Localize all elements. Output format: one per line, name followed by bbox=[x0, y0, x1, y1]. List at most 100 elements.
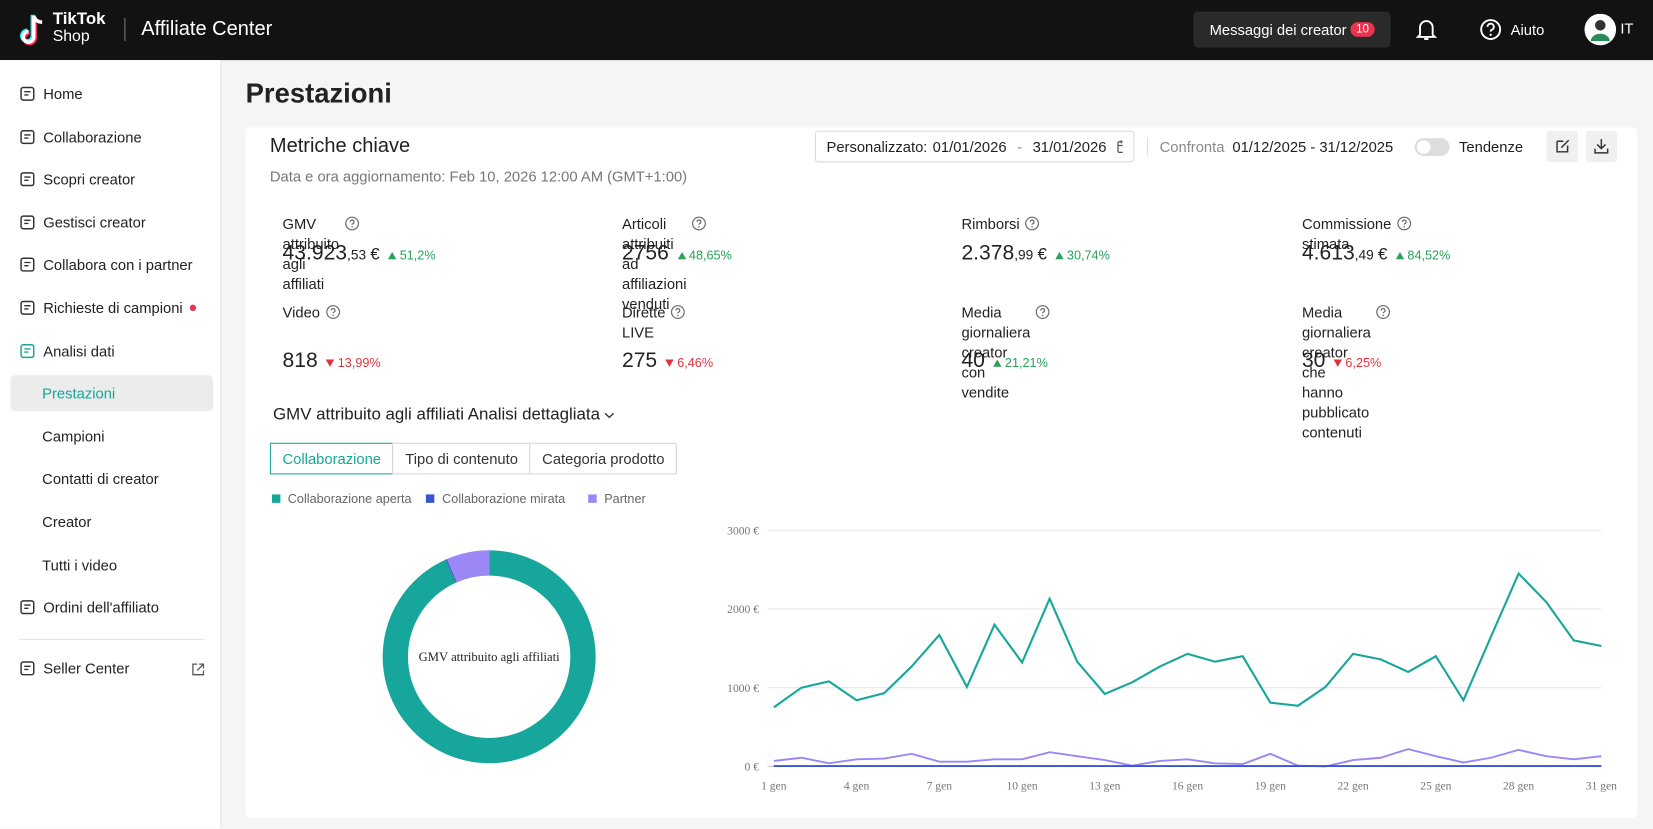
nav-label: Scopri creator bbox=[43, 170, 136, 188]
help-icon[interactable] bbox=[1025, 216, 1040, 231]
messages-button[interactable]: Messaggi dei creator 10 bbox=[1193, 11, 1391, 48]
help-shape bbox=[1036, 305, 1050, 319]
icon-shape bbox=[20, 172, 35, 187]
nav-item[interactable]: Richieste di campioni bbox=[11, 290, 213, 326]
nav-item[interactable]: Contatti di creator bbox=[11, 461, 213, 497]
messages-label: Messaggi dei creator bbox=[1209, 21, 1347, 38]
nav-label: Gestisci creator bbox=[43, 213, 146, 231]
metric-name: Articoli attribuiti ad affiliazioni vend… bbox=[621, 215, 687, 313]
separator bbox=[18, 638, 205, 640]
x-tick-label: 7 gen bbox=[927, 780, 953, 793]
icon bbox=[19, 214, 36, 231]
nav-item[interactable]: Gestisci creator bbox=[11, 204, 213, 240]
help-icon[interactable] bbox=[1036, 305, 1051, 320]
trend-arrow bbox=[665, 353, 675, 367]
breakdown-title[interactable]: GMV attribuito agli affiliati Analisi de… bbox=[273, 406, 615, 425]
value: 4.613 bbox=[1301, 241, 1355, 265]
y-tick-label: 2000 € bbox=[727, 603, 759, 616]
icon-shape bbox=[20, 215, 35, 230]
app-name: Affiliate Center bbox=[141, 17, 273, 41]
x-tick-label: 31 gen bbox=[1586, 780, 1617, 793]
help-label[interactable]: Aiuto bbox=[1510, 21, 1545, 38]
legend-label: Partner bbox=[604, 491, 646, 507]
sidebar bbox=[0, 60, 222, 829]
nav-item[interactable]: Tutti i video bbox=[11, 547, 213, 583]
help-icon[interactable] bbox=[1376, 305, 1391, 320]
currency: € bbox=[370, 245, 380, 264]
nav-item[interactable]: Campioni bbox=[11, 418, 213, 454]
icon-shape bbox=[20, 300, 35, 315]
help-shape bbox=[344, 216, 359, 231]
tabs: Collaborazione Tipo di contenuto Categoria… bbox=[269, 442, 678, 475]
range-label: Personalizzato: bbox=[826, 138, 928, 155]
icon-shape bbox=[20, 343, 35, 358]
arrow-shape bbox=[388, 251, 397, 260]
nav-label: Collaborazione bbox=[43, 128, 142, 146]
nav-label: Contatti di creator bbox=[42, 470, 159, 488]
language[interactable]: IT bbox=[1620, 20, 1634, 37]
change: 6,46% bbox=[677, 355, 714, 371]
nav-item[interactable]: Ordini dell'affiliato bbox=[11, 590, 213, 626]
cents: ,99 bbox=[1014, 246, 1034, 263]
nav-item[interactable]: Collabora con i partner bbox=[11, 247, 213, 283]
trend-arrow bbox=[326, 353, 335, 367]
nav-item[interactable]: Creator bbox=[11, 504, 213, 540]
value: 818 bbox=[282, 348, 318, 373]
pie-slice bbox=[446, 550, 490, 583]
avatar[interactable] bbox=[1584, 13, 1617, 46]
icon bbox=[19, 299, 36, 316]
nav-item[interactable]: Analisi dati bbox=[11, 333, 213, 369]
help-icon[interactable] bbox=[325, 305, 340, 320]
help-icon[interactable] bbox=[671, 305, 686, 320]
divider bbox=[1146, 138, 1149, 155]
dot bbox=[190, 304, 197, 311]
chevron bbox=[604, 412, 615, 419]
help-icon[interactable] bbox=[1397, 216, 1412, 231]
icon-shape bbox=[20, 257, 35, 273]
metric-header: Commissione stimata bbox=[1302, 214, 1411, 254]
legend-swatch bbox=[426, 494, 435, 503]
x-tick-label: 28 gen bbox=[1503, 780, 1534, 793]
nav-item[interactable]: Home bbox=[11, 76, 213, 112]
value: 30 bbox=[1301, 348, 1326, 373]
help-shape bbox=[671, 305, 686, 319]
cents: ,49 bbox=[1354, 246, 1374, 263]
brand: TikTok bbox=[52, 10, 106, 29]
center-label: GMV attribuito agli affiliati bbox=[419, 650, 561, 664]
icon bbox=[19, 128, 36, 145]
date-picker[interactable]: Personalizzato: 01/01/2026 - 31/01/2026 bbox=[814, 130, 1135, 163]
range-end: 31/01/2026 bbox=[1032, 138, 1107, 155]
x-tick-label: 10 gen bbox=[1006, 780, 1037, 793]
x-tick-label: 4 gen bbox=[844, 780, 870, 793]
y-tick-label: 1000 € bbox=[727, 682, 759, 695]
edit-button[interactable] bbox=[1546, 130, 1579, 163]
legend-label: Collaborazione aperta bbox=[287, 491, 412, 507]
icon bbox=[19, 85, 36, 102]
toggle[interactable] bbox=[1414, 138, 1450, 157]
metric-value: 275 6,46% bbox=[622, 349, 713, 373]
metric-value: 43.923,53 €51,2% bbox=[283, 241, 436, 265]
metric-name: Rimborsi bbox=[961, 215, 1020, 232]
nav-item[interactable]: Prestazioni bbox=[10, 375, 213, 412]
tab[interactable]: Categoria prodotto bbox=[529, 442, 678, 475]
icon bbox=[19, 599, 36, 616]
nav-item[interactable]: Collaborazione bbox=[11, 119, 213, 155]
nav-item[interactable]: Seller Center bbox=[11, 650, 213, 686]
help-icon[interactable] bbox=[344, 216, 359, 231]
legend: Collaborazione aperta Collaborazione mira… bbox=[271, 491, 654, 507]
metric-value: 30 6,25% bbox=[1302, 349, 1381, 373]
help-icon[interactable] bbox=[1479, 18, 1502, 41]
help-icon[interactable] bbox=[692, 216, 707, 231]
nav-label: Campioni bbox=[42, 427, 105, 445]
arrow-shape bbox=[1333, 359, 1343, 367]
download-button[interactable] bbox=[1585, 130, 1618, 163]
metric-name: Video bbox=[282, 303, 321, 321]
nav-label: Home bbox=[43, 85, 83, 103]
tab[interactable]: Tipo di contenuto bbox=[392, 442, 531, 475]
metric-header: Dirette LIVE bbox=[622, 303, 686, 343]
bell-icon[interactable] bbox=[1415, 17, 1438, 42]
y-tick-label: 3000 € bbox=[727, 524, 759, 537]
nav-item[interactable]: Scopri creator bbox=[11, 161, 213, 197]
icon bbox=[19, 660, 36, 677]
